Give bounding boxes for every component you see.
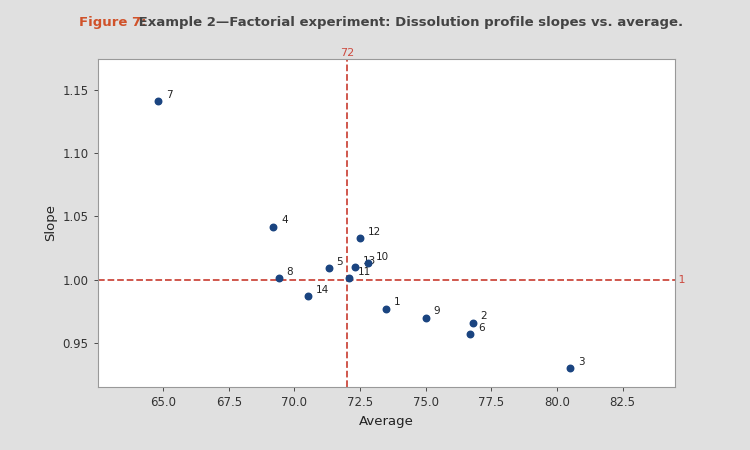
Text: 5: 5 bbox=[336, 257, 343, 267]
Text: 9: 9 bbox=[433, 306, 440, 316]
Text: 13: 13 bbox=[362, 256, 376, 266]
Text: 10: 10 bbox=[376, 252, 388, 262]
Point bbox=[349, 263, 361, 270]
Y-axis label: Slope: Slope bbox=[44, 204, 57, 241]
Point bbox=[362, 260, 374, 267]
Point bbox=[152, 98, 164, 105]
Text: 12: 12 bbox=[368, 227, 381, 237]
Point bbox=[302, 292, 313, 300]
X-axis label: Average: Average bbox=[358, 414, 414, 428]
Text: 4: 4 bbox=[281, 215, 288, 225]
Point bbox=[322, 265, 334, 272]
Text: 14: 14 bbox=[315, 285, 328, 295]
Text: Figure 7:: Figure 7: bbox=[79, 16, 146, 29]
Text: 8: 8 bbox=[286, 267, 293, 277]
Point bbox=[564, 364, 576, 372]
Point bbox=[344, 275, 355, 282]
Text: 7: 7 bbox=[166, 90, 172, 100]
Text: Example 2—Factorial experiment: Dissolution profile slopes vs. average.: Example 2—Factorial experiment: Dissolut… bbox=[134, 16, 682, 29]
Point bbox=[420, 314, 432, 321]
Point bbox=[267, 223, 279, 230]
Text: 11: 11 bbox=[357, 267, 370, 277]
Text: 72: 72 bbox=[340, 49, 354, 58]
Text: 3: 3 bbox=[578, 357, 584, 367]
Point bbox=[466, 319, 478, 326]
Point bbox=[354, 234, 366, 242]
Text: 6: 6 bbox=[478, 323, 484, 333]
Text: 1: 1 bbox=[394, 297, 400, 307]
Point bbox=[273, 275, 285, 282]
Point bbox=[380, 305, 392, 312]
Text: 2: 2 bbox=[481, 311, 488, 321]
Text: 1: 1 bbox=[675, 274, 686, 284]
Point bbox=[464, 330, 476, 338]
